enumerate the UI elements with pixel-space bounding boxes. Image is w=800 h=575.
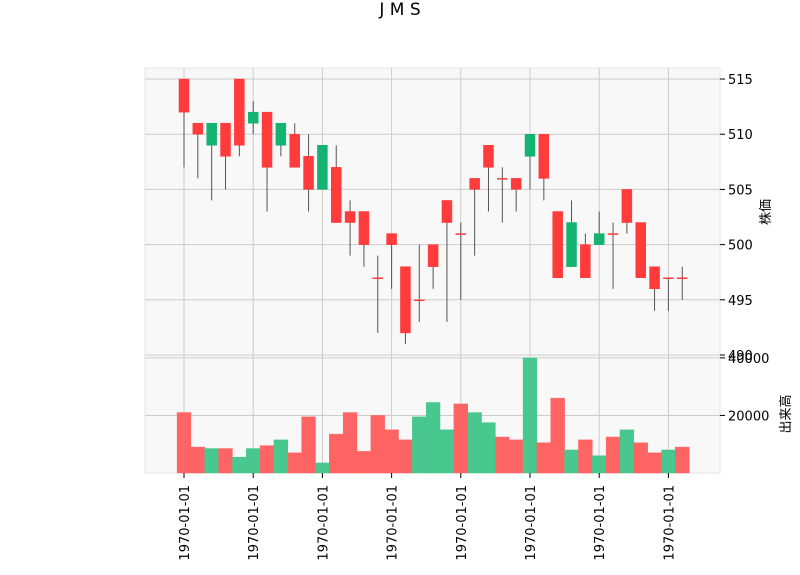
volume-bar: [536, 442, 551, 474]
volume-bar: [246, 448, 261, 474]
candle-body: [538, 133, 550, 179]
x-tick-label: 1970-01-01: [455, 485, 470, 561]
candle-body: [178, 78, 190, 113]
candle-body: [220, 122, 231, 157]
volume-bar: [550, 397, 565, 474]
volume-bar: [412, 416, 427, 474]
volume-bar: [633, 442, 648, 474]
candle-body: [427, 244, 439, 267]
candle-body: [663, 277, 674, 279]
x-tick-label: 1970-01-01: [662, 485, 677, 561]
volume-bar: [204, 448, 219, 474]
volume-bar: [329, 433, 344, 474]
volume-bar: [495, 436, 510, 474]
price-panel: [144, 67, 721, 356]
candle-body: [469, 178, 480, 190]
volume-bar: [301, 416, 316, 474]
price-tick-label: 500: [728, 239, 753, 254]
volume-bar: [342, 412, 358, 474]
candle-body: [524, 133, 536, 157]
chart-title: J M S: [379, 0, 421, 20]
volume-bar: [356, 451, 372, 474]
volume-bar: [190, 446, 205, 474]
candle-body: [649, 266, 660, 290]
volume-bar: [218, 448, 233, 474]
candle-body: [192, 122, 204, 135]
volume-tick-label: 20000: [728, 409, 769, 424]
volume-bar: [578, 439, 593, 474]
volume-bar: [439, 429, 455, 474]
candle-body: [593, 233, 605, 245]
x-tick-label: 1970-01-01: [247, 485, 262, 561]
x-tick-label: 1970-01-01: [593, 485, 608, 561]
volume-bar: [592, 455, 607, 474]
volume-bar: [647, 452, 662, 474]
price-tick-label: 510: [728, 128, 753, 143]
candle-body: [455, 233, 467, 235]
candle-body: [344, 211, 356, 223]
candle-body: [317, 145, 328, 190]
volume-bar: [605, 436, 621, 474]
candle-body: [607, 233, 619, 235]
x-tick-label: 1970-01-01: [316, 485, 331, 561]
candle-body: [483, 145, 494, 168]
volume-axis-label: 出来高: [778, 394, 794, 433]
candle-body: [303, 156, 314, 190]
candle-body: [400, 266, 411, 334]
candle-body: [330, 167, 342, 223]
candle-body: [580, 244, 591, 278]
volume-bar: [481, 422, 496, 474]
volume-bar: [259, 445, 275, 474]
volume-bar: [384, 429, 399, 474]
volume-bar: [370, 415, 385, 474]
candle-body: [206, 122, 217, 146]
volume-tick-label: 40000: [728, 352, 769, 367]
price-tick-label: 490: [728, 349, 753, 364]
x-tick-label: 1970-01-01: [178, 485, 193, 561]
volume-bar: [273, 439, 289, 474]
price-tick-label: 505: [728, 183, 753, 198]
volume-bar: [425, 402, 441, 474]
volume-bar: [315, 462, 330, 474]
price-axis-label: 株価: [759, 199, 774, 225]
candle-body: [414, 299, 425, 302]
candle-body: [635, 222, 646, 278]
candle-body: [386, 233, 397, 245]
volume-bar: [661, 449, 676, 474]
volume-bar: [564, 449, 579, 474]
x-tick-label: 1970-01-01: [386, 485, 401, 561]
candle-body: [247, 111, 259, 124]
price-tick-label: 495: [728, 294, 753, 309]
volume-bar: [453, 403, 468, 474]
volume-bar: [509, 439, 524, 474]
candle-body: [372, 277, 384, 279]
candle-body: [552, 211, 563, 278]
candle-body: [621, 189, 633, 223]
candle-body: [275, 122, 287, 146]
volume-bar: [287, 452, 302, 474]
candle-body: [234, 78, 245, 146]
candle-body: [676, 277, 688, 279]
candle-body: [566, 222, 577, 267]
candle-body: [289, 133, 300, 168]
volume-bar: [467, 412, 482, 474]
volume-bar: [522, 357, 538, 474]
volume-bar: [675, 446, 690, 474]
volume-bar: [232, 456, 247, 474]
volume-bar: [619, 429, 635, 474]
candle-body: [358, 211, 370, 245]
x-tick-label: 1970-01-01: [524, 485, 539, 561]
candle-body: [497, 178, 508, 180]
volume-bar: [176, 412, 192, 474]
candle-body: [441, 200, 453, 223]
candle-body: [510, 178, 522, 190]
price-tick-label: 515: [728, 73, 753, 88]
volume-bar: [398, 439, 413, 474]
candle-body: [261, 111, 273, 168]
